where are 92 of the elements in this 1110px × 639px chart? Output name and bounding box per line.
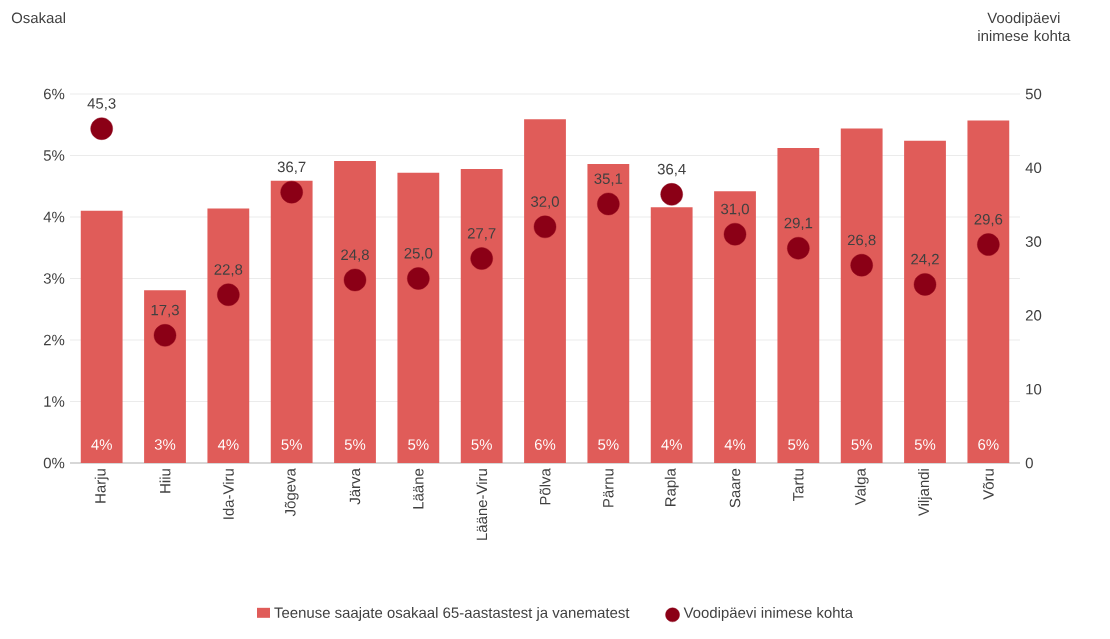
point — [343, 268, 367, 292]
x-tick-label: Pärnu — [603, 469, 614, 507]
x-tick-label: Võru — [982, 469, 994, 500]
data-label: 45,3 — [87, 98, 116, 111]
bar — [840, 128, 883, 463]
legend-label: Voodipäevi inimese kohta — [683, 606, 853, 621]
bar — [334, 161, 376, 463]
x-tick-label: Jõgeva — [284, 468, 299, 517]
data-label: 27,7 — [467, 228, 496, 241]
data-label: 5% — [598, 439, 619, 450]
data-label: 35,1 — [594, 173, 623, 186]
y2-tick-label: 40 — [1025, 162, 1042, 174]
x-tick-label: Järva — [349, 468, 361, 505]
data-label: 4% — [217, 439, 239, 450]
point — [723, 223, 747, 246]
y-tick-label: 6% — [43, 88, 65, 100]
y-tick-label: 0% — [43, 457, 65, 469]
bar — [524, 119, 566, 463]
y2-tick-label: 10 — [1026, 383, 1042, 395]
bar — [397, 172, 440, 463]
data-label: 4% — [724, 439, 746, 450]
point — [660, 183, 683, 206]
data-label: 36,7 — [277, 161, 306, 174]
bar — [80, 210, 123, 463]
bar — [650, 207, 693, 463]
data-label: 3% — [154, 439, 176, 450]
data-label: 5% — [408, 439, 429, 450]
data-label: 5% — [851, 439, 872, 450]
x-tick-label: Ida-Viru — [222, 469, 234, 519]
data-label: 5% — [281, 439, 302, 450]
data-label: 5% — [471, 439, 492, 450]
bar — [904, 140, 946, 463]
y2-axis-title: Voodipäevi inimese kohta — [978, 12, 1071, 42]
legend-label: Teenuse saajate osakaal 65-aastastest ja vanematest — [274, 606, 630, 621]
x-tick-label: Tartu — [793, 469, 804, 502]
bar — [460, 169, 503, 463]
bar — [587, 164, 630, 463]
x-tick-label: Lääne-Viru — [476, 469, 488, 540]
x-tick-label: Valga — [854, 468, 869, 506]
point — [470, 247, 493, 270]
data-label: 32,0 — [531, 196, 559, 209]
point — [90, 117, 113, 140]
bar — [967, 120, 1010, 463]
bar — [207, 208, 250, 463]
point — [850, 254, 873, 277]
data-label: 29,6 — [974, 214, 1003, 227]
x-tick-label: Saare — [729, 468, 741, 508]
y-axis-title: Osakaal — [11, 12, 65, 24]
y2-tick-label: 20 — [1025, 310, 1042, 321]
point — [217, 283, 240, 306]
data-label: 24,8 — [341, 249, 369, 262]
y-tick-label: 3% — [43, 273, 65, 284]
data-label: 22,8 — [214, 264, 243, 277]
data-label: 25,0 — [404, 247, 433, 261]
y-tick-label: 1% — [44, 396, 65, 407]
data-label: 5% — [788, 439, 809, 450]
point — [787, 237, 810, 260]
data-label: 6% — [534, 439, 556, 450]
data-label: 5% — [914, 439, 936, 450]
bar — [777, 148, 820, 463]
data-label: 4% — [91, 439, 112, 450]
data-label: 4% — [661, 439, 682, 450]
y2-tick-label: 30 — [1025, 236, 1042, 247]
x-tick-label: Lääne — [413, 468, 424, 509]
point — [153, 324, 177, 347]
y-tick-label: 4% — [43, 211, 65, 223]
data-label: 26,8 — [847, 234, 876, 248]
y-tick-label: 5% — [43, 150, 65, 161]
point — [977, 233, 1000, 256]
data-label: 36,4 — [657, 163, 686, 177]
bar — [144, 290, 186, 463]
point — [533, 215, 557, 239]
y-tick-label: 2% — [43, 334, 65, 346]
point — [280, 180, 303, 204]
x-tick-label: Rapla — [664, 468, 679, 507]
y2-tick-label: 0 — [1025, 457, 1033, 469]
x-tick-label: Hiiu — [159, 469, 171, 493]
point — [597, 192, 620, 216]
data-label: 5% — [344, 439, 366, 450]
data-label: 24,2 — [911, 253, 939, 267]
x-tick-label: Viljandi — [918, 469, 932, 517]
bar — [270, 180, 313, 463]
data-label: 17,3 — [151, 304, 179, 318]
bar — [714, 191, 756, 463]
data-label: 6% — [978, 439, 999, 450]
data-label: 29,1 — [784, 217, 813, 231]
y2-tick-label: 50 — [1025, 88, 1042, 100]
point — [913, 273, 937, 296]
x-tick-label: Harju — [94, 469, 109, 503]
data-label: 31,0 — [721, 203, 749, 217]
x-tick-label: Põlva — [539, 468, 551, 505]
point — [407, 267, 430, 290]
